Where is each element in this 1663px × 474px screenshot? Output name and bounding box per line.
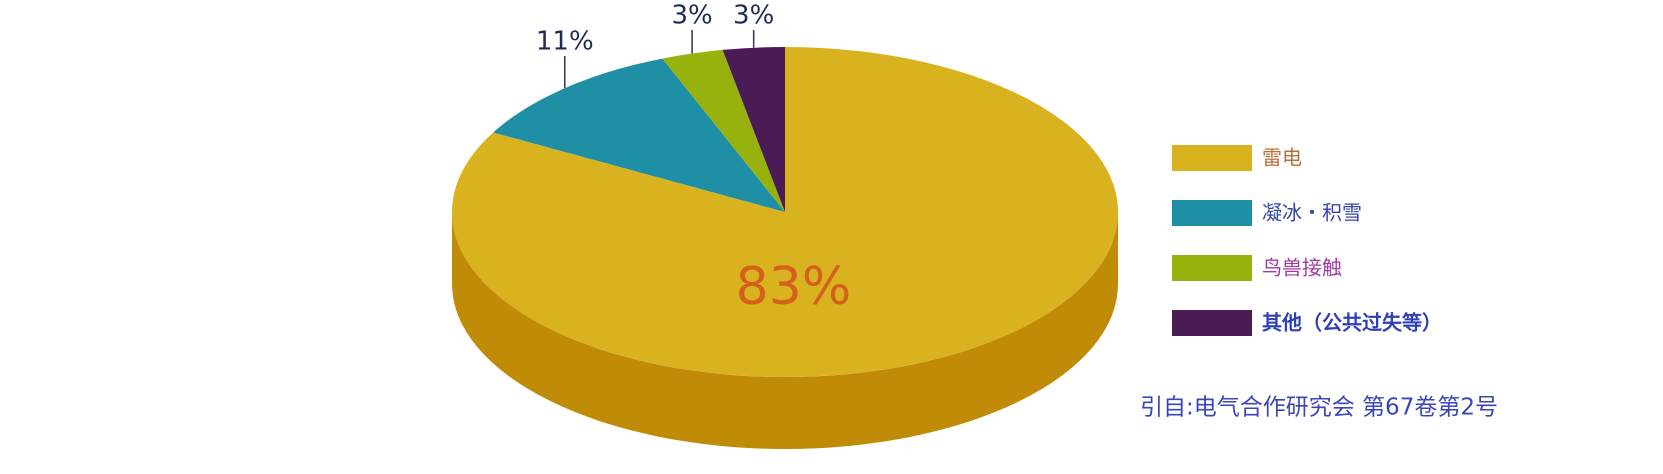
- slice-side: [452, 212, 1118, 449]
- legend-label: 鸟兽接触: [1262, 256, 1342, 280]
- legend-label: 其他（公共过失等）: [1262, 311, 1442, 335]
- legend-swatch: [1172, 145, 1252, 171]
- data-label: 83%: [736, 257, 852, 317]
- data-label: 3%: [733, 1, 774, 31]
- legend-label: 凝冰・积雪: [1262, 201, 1362, 225]
- slice: [493, 58, 785, 212]
- source-note: 引自:电气合作研究会 第67卷第2号: [1140, 395, 1498, 421]
- legend-swatch: [1172, 255, 1252, 281]
- legend-label: 雷电: [1262, 146, 1302, 170]
- slice: [722, 47, 785, 212]
- legend-swatch: [1172, 200, 1252, 226]
- data-label: 11%: [536, 27, 594, 57]
- legend-swatch: [1172, 310, 1252, 336]
- slice: [662, 49, 785, 212]
- data-label: 3%: [671, 1, 712, 31]
